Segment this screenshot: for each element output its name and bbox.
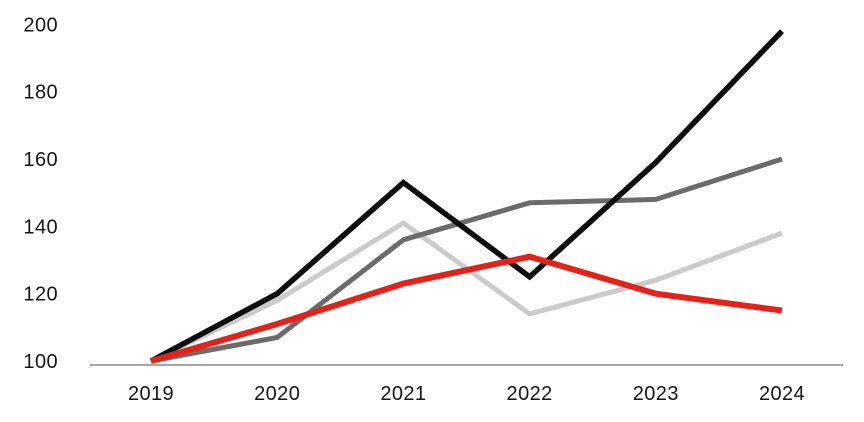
series-line-red-series [150,253,783,364]
x-axis-tick-label: 2023 [633,383,679,405]
y-axis-tick-label: 160 [23,149,58,171]
x-axis-tick-label: 2020 [254,383,300,405]
x-axis-tick-label: 2024 [759,383,805,405]
series-line-dark-gray-series [150,156,783,364]
series-line-black-series [149,29,784,364]
x-axis-tick-label: 2022 [507,383,553,405]
series-line-light-gray-series [149,219,783,364]
y-axis-tick-label: 120 [23,284,58,306]
x-axis-tick-label: 2019 [128,383,174,405]
y-axis-tick-label: 180 [23,82,58,104]
y-axis-tick-label: 200 [23,14,58,36]
y-axis-tick-label: 140 [23,216,58,238]
x-axis-tick-label: 2021 [380,383,426,405]
y-axis-tick-label: 100 [23,351,58,373]
